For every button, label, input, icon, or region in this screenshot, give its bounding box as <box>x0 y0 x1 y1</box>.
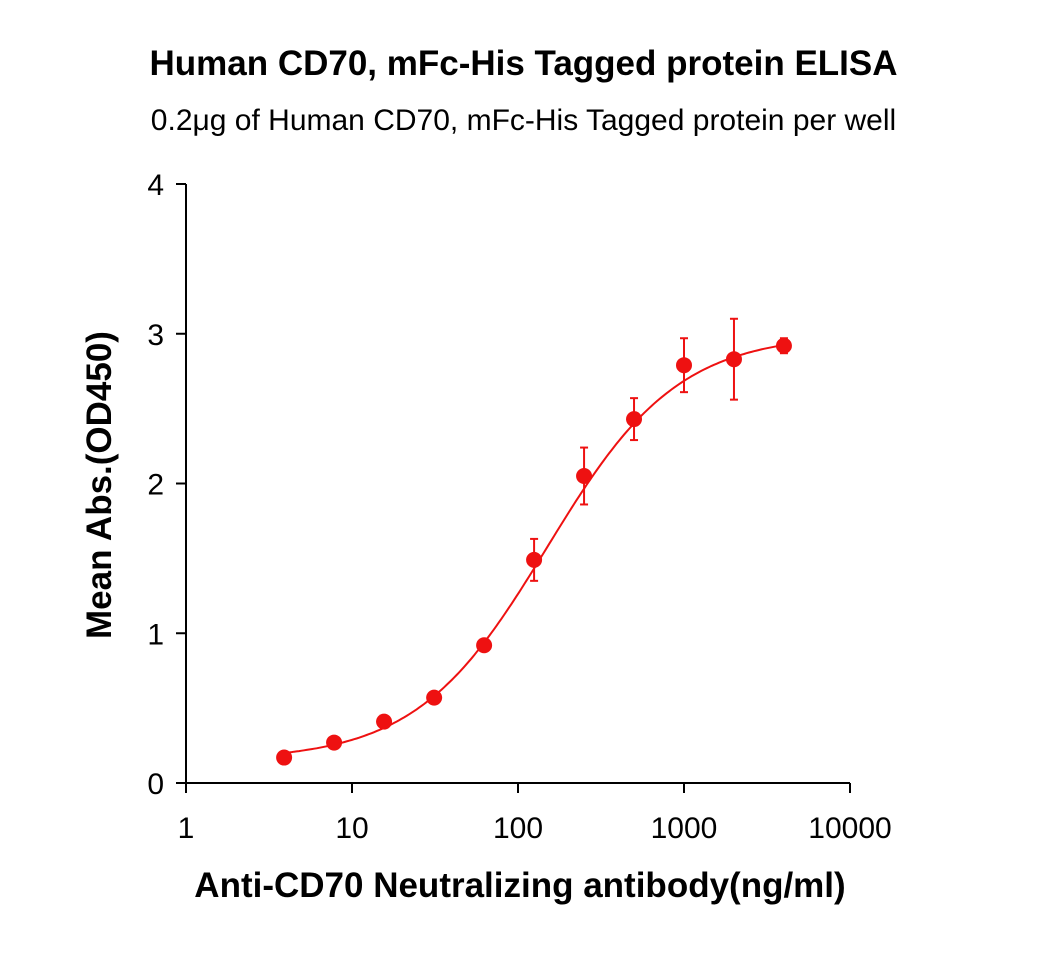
data-point <box>775 337 792 354</box>
data-point <box>676 357 692 374</box>
y-tick-label: 0 <box>147 768 164 801</box>
x-tick-label: 1 <box>178 812 195 845</box>
y-tick-label: 1 <box>147 618 164 651</box>
data-point <box>326 734 343 751</box>
data-point <box>576 468 593 485</box>
x-axis-label: Anti-CD70 Neutralizing antibody(ng/ml) <box>194 866 846 905</box>
data-point <box>725 351 742 368</box>
chart-subtitle: 0.2μg of Human CD70, mFc-His Tagged prot… <box>150 104 897 137</box>
chart-title: Human CD70, mFc-His Tagged protein ELISA <box>149 44 898 83</box>
data-point <box>276 749 293 766</box>
y-tick-label: 3 <box>147 319 164 352</box>
x-tick-label: 10 <box>335 812 368 845</box>
y-tick-label: 4 <box>147 169 164 202</box>
data-point <box>376 713 393 730</box>
x-tick-label: 10000 <box>808 812 891 845</box>
x-tick-label: 1000 <box>651 812 718 845</box>
data-point <box>426 689 443 706</box>
x-tick-label: 100 <box>493 812 543 845</box>
data-point <box>526 551 543 568</box>
data-point <box>476 637 493 654</box>
data-point <box>626 411 643 428</box>
y-tick-label: 2 <box>147 469 164 502</box>
